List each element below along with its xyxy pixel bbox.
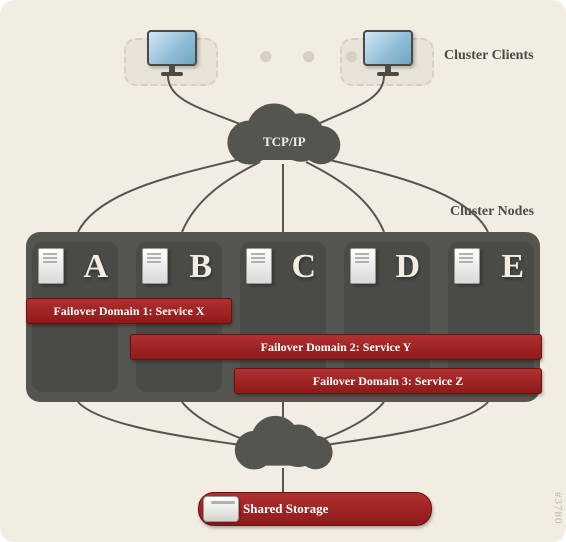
failover-domain-bar: Failover Domain 1: Service X bbox=[26, 298, 232, 324]
node-letter: D bbox=[395, 248, 420, 286]
monitor-icon bbox=[144, 30, 200, 76]
label-cluster-nodes: Cluster Nodes bbox=[450, 204, 534, 220]
diagram-canvas: ● ● ● Cluster Clients Cluster Nodes #378… bbox=[0, 0, 566, 542]
shared-storage-pill: Shared Storage bbox=[198, 492, 432, 526]
disk-icon bbox=[203, 496, 239, 522]
node-letter: A bbox=[83, 248, 108, 286]
ellipsis-dots: ● ● ● bbox=[258, 40, 370, 71]
failover-domain-bar: Failover Domain 3: Service Z bbox=[234, 368, 542, 394]
node-letter: B bbox=[189, 248, 212, 286]
label-tcpip: TCP/IP bbox=[263, 134, 306, 150]
node-letter: E bbox=[501, 248, 524, 286]
shared-storage-label: Shared Storage bbox=[243, 501, 328, 517]
image-id: #3780 bbox=[552, 492, 564, 525]
server-icon bbox=[142, 248, 170, 284]
server-icon bbox=[454, 248, 482, 284]
failover-domain-bar: Failover Domain 2: Service Y bbox=[130, 334, 542, 360]
server-icon bbox=[246, 248, 274, 284]
server-icon bbox=[38, 248, 66, 284]
label-cluster-clients: Cluster Clients bbox=[444, 48, 534, 64]
node-letter: C bbox=[291, 248, 316, 286]
server-icon bbox=[350, 248, 378, 284]
